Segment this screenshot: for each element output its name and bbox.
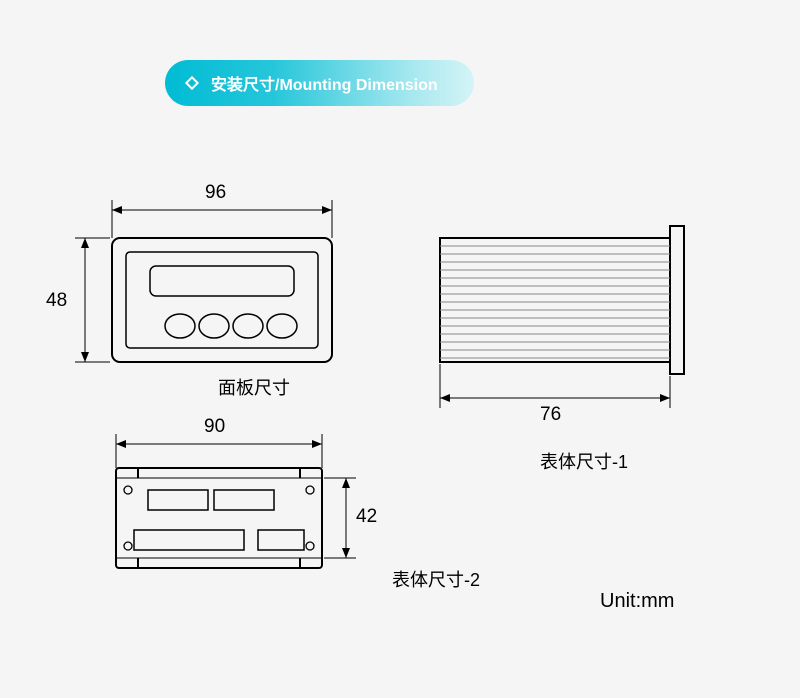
rear-view (0, 0, 800, 698)
unit-label: Unit:mm (600, 590, 674, 613)
rear-slot-1 (148, 490, 208, 510)
rear-slot-3 (134, 530, 244, 550)
rear-hole-tl (124, 486, 132, 494)
rear-body (116, 468, 322, 568)
rear-hole-bl (124, 542, 132, 550)
rear-hole-tr (306, 486, 314, 494)
rear-slot-2 (214, 490, 274, 510)
rear-width-value: 90 (204, 416, 225, 438)
rear-hole-br (306, 542, 314, 550)
rear-height-dim (324, 478, 356, 558)
rear-slot-4 (258, 530, 304, 550)
rear-height-value: 42 (356, 506, 377, 528)
rear-view-label: 表体尺寸-2 (392, 566, 480, 592)
rear-width-dim (116, 434, 322, 468)
